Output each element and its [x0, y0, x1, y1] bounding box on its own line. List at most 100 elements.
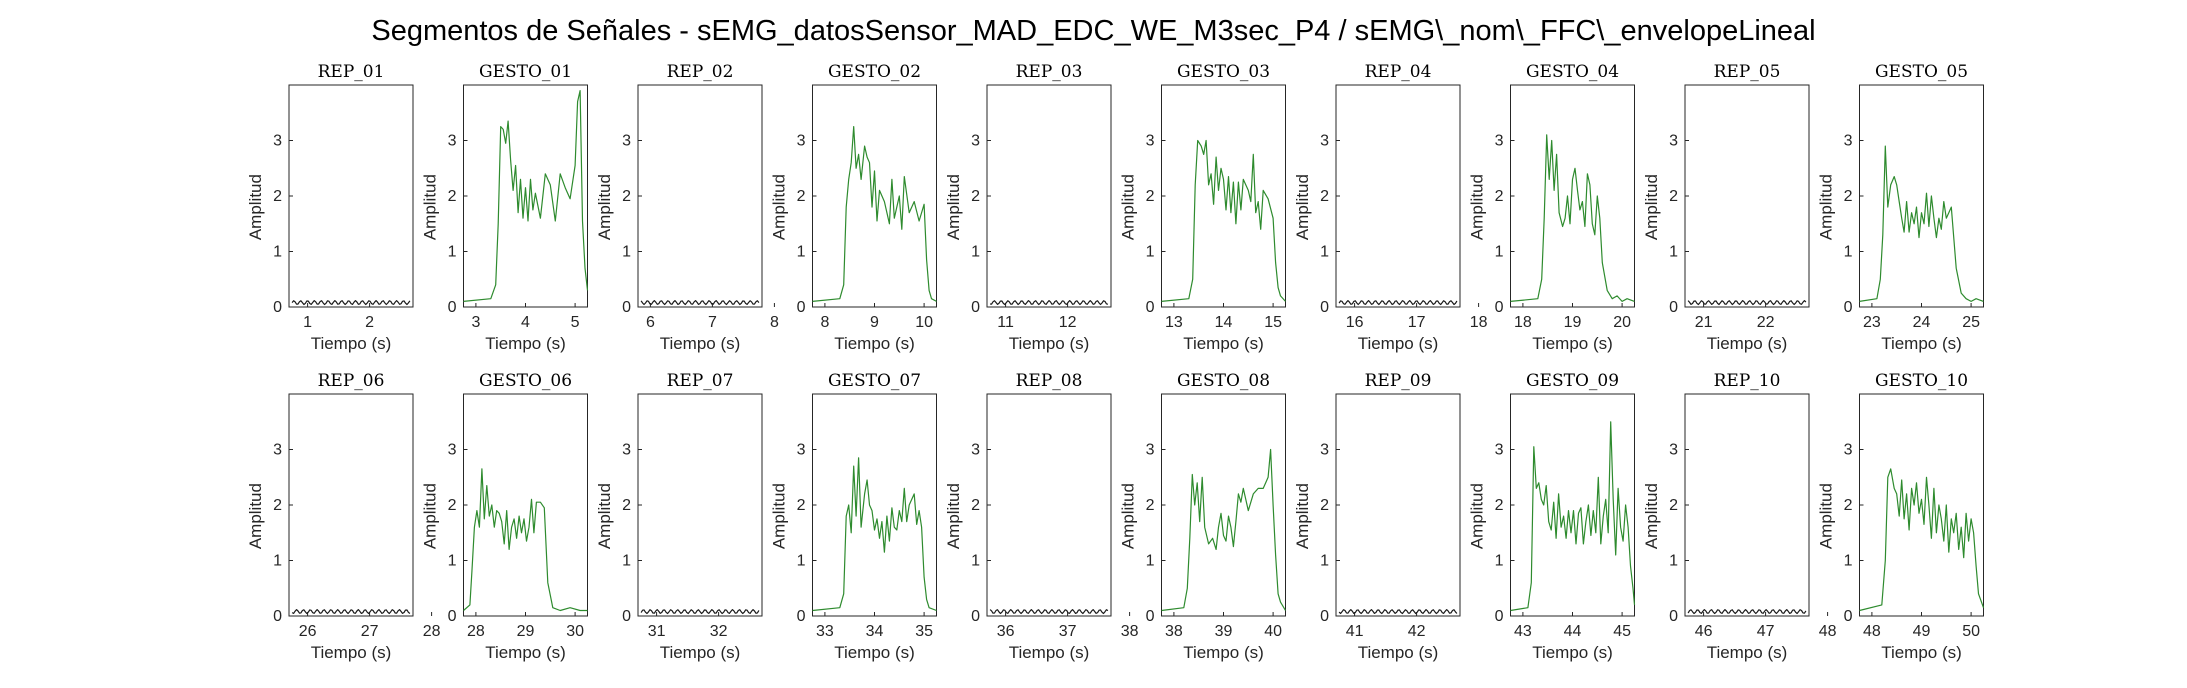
- subplot-10-ytick-label-3: 3: [1844, 133, 1853, 150]
- subplot-14-title: GESTO_07: [828, 371, 921, 391]
- subplot-18-ytick-label-0: 0: [1495, 608, 1504, 625]
- subplot-15-series-rep-line: [989, 608, 1109, 615]
- subplot-19-ytick-label-0: 0: [1669, 608, 1678, 625]
- subplot-14-ylabel: Amplitud: [770, 483, 789, 549]
- subplot-9-ytick-label-3: 3: [1669, 133, 1678, 150]
- subplot-6-xtick-label-1: 14: [1215, 314, 1233, 331]
- subplot-5-series-rep-line: [990, 300, 1109, 306]
- subplot-4-xtick-label-0: 8: [820, 314, 829, 331]
- subplot-2-series-gesto-line: [463, 89, 589, 302]
- subplot-15-ytick-label-0: 0: [971, 608, 980, 625]
- subplot-17-xlabel: Tiempo (s): [1358, 643, 1439, 662]
- subplot-17: REP_09 0 1 2 3 41 42 Tiempo (s) Amplitud: [1293, 371, 1461, 662]
- subplot-6-ytick-label-2: 2: [1146, 188, 1155, 205]
- subplot-4-axes-box: [812, 84, 937, 308]
- subplot-8-ytick-label-0: 0: [1495, 299, 1504, 316]
- subplot-9-ytick-label-2: 2: [1669, 188, 1678, 205]
- subplot-15-ytick-label-2: 2: [971, 497, 980, 514]
- subplot-11-ytick-label-3: 3: [273, 442, 282, 459]
- subplot-8-ytick-label-3: 3: [1495, 133, 1504, 150]
- subplot-5-xtick-label-1: 12: [1059, 314, 1077, 331]
- subplot-5-xtick-label-0: 11: [997, 314, 1014, 331]
- subplot-13-axes-box: [637, 393, 763, 617]
- subplot-15-axes-box: [986, 393, 1112, 617]
- subplot-10-xlabel: Tiempo (s): [1881, 334, 1962, 353]
- subplot-2-ylabel: Amplitud: [421, 174, 440, 240]
- subplot-2-xtick-label-2: 5: [571, 314, 580, 331]
- subplot-15-ytick-label-3: 3: [971, 442, 980, 459]
- subplot-14-xtick-label-0: 33: [816, 623, 834, 640]
- subplot-10-ytick-label-0: 0: [1844, 299, 1853, 316]
- subplot-3-ylabel: Amplitud: [595, 174, 614, 240]
- subplot-14-axes-box: [812, 393, 937, 617]
- subplot-5-ytick-label-1: 1: [971, 244, 980, 261]
- subplot-8-xlabel: Tiempo (s): [1532, 334, 1613, 353]
- subplot-9-ytick-label-1: 1: [1669, 244, 1678, 261]
- subplot-17-axes-box: [1335, 393, 1461, 617]
- subplot-12-ylabel: Amplitud: [421, 483, 440, 549]
- subplot-20-xtick-label-0: 48: [1863, 623, 1881, 640]
- subplot-4-series-gesto-line: [812, 125, 937, 302]
- subplot-13-ytick-label-1: 1: [622, 553, 631, 570]
- subplot-15-ytick-label-1: 1: [971, 553, 980, 570]
- subplot-14-ytick-label-3: 3: [797, 442, 806, 459]
- subplot-1-ylabel: Amplitud: [246, 174, 265, 240]
- subplot-10-ytick-label-2: 2: [1844, 188, 1853, 205]
- subplot-11-xtick-label-1: 27: [361, 623, 379, 640]
- subplot-7-xtick-label-0: 16: [1346, 314, 1364, 331]
- subplot-2-ytick-label-2: 2: [448, 188, 457, 205]
- subplot-19-series-rep-line: [1687, 608, 1807, 615]
- subplot-2-ytick-label-1: 1: [448, 244, 457, 261]
- subplot-7-ylabel: Amplitud: [1293, 174, 1312, 240]
- subplot-7-ytick-label-0: 0: [1320, 299, 1329, 316]
- subplot-15-ylabel: Amplitud: [944, 483, 963, 549]
- subplot-3-xtick-label-1: 7: [708, 314, 717, 331]
- subplot-9-axes-box: [1684, 84, 1810, 308]
- subplot-7-ytick-label-1: 1: [1320, 244, 1329, 261]
- subplot-9-title: REP_05: [1714, 62, 1781, 82]
- subplot-19-xtick-label-0: 46: [1695, 623, 1713, 640]
- subplot-19-xtick-label-1: 47: [1757, 623, 1775, 640]
- subplot-5-xlabel: Tiempo (s): [1009, 334, 1090, 353]
- subplot-18-title: GESTO_09: [1526, 371, 1619, 391]
- subplot-2-ytick-label-3: 3: [448, 133, 457, 150]
- subplot-8-ylabel: Amplitud: [1468, 174, 1487, 240]
- subplot-12-ytick-label-0: 0: [448, 608, 457, 625]
- subplot-16-axes-box: [1161, 393, 1286, 617]
- subplot-8-xtick-label-2: 20: [1613, 314, 1631, 331]
- subplot-15-title: REP_08: [1016, 371, 1083, 391]
- subplot-5-ylabel: Amplitud: [944, 174, 963, 240]
- subplot-11-series-rep-line: [291, 608, 411, 615]
- subplot-20-ytick-label-2: 2: [1844, 497, 1853, 514]
- subplot-10-xtick-label-1: 24: [1913, 314, 1931, 331]
- subplot-15-xtick-label-2: 38: [1121, 623, 1139, 640]
- subplot-3-xtick-label-0: 6: [646, 314, 655, 331]
- subplot-18-ytick-label-3: 3: [1495, 442, 1504, 459]
- subplot-12-axes-box: [463, 393, 588, 617]
- subplot-16-xtick-label-1: 39: [1215, 623, 1233, 640]
- subplot-19-title: REP_10: [1714, 371, 1781, 391]
- subplot-3-ytick-label-3: 3: [622, 133, 631, 150]
- subplot-12-ytick-label-2: 2: [448, 497, 457, 514]
- subplot-19: REP_10 0 1 2 3 46 47 48 Tiempo (s) Amplitud: [1642, 371, 1837, 662]
- subplot-6-series-gesto-line: [1161, 139, 1286, 302]
- subplot-1-ytick-label-2: 2: [273, 188, 282, 205]
- subplot-10-xtick-label-2: 25: [1962, 314, 1980, 331]
- subplot-5-ytick-label-2: 2: [971, 188, 980, 205]
- subplot-18-series-gesto-line: [1510, 421, 1636, 612]
- subplot-17-series-rep-line: [1338, 608, 1458, 615]
- subplot-8-title: GESTO_04: [1526, 62, 1619, 82]
- subplot-1-axes-box: [288, 84, 414, 308]
- subplot-15-xlabel: Tiempo (s): [1009, 643, 1090, 662]
- subplot-2-ytick-label-0: 0: [448, 299, 457, 316]
- subplot-12-xlabel: Tiempo (s): [485, 643, 566, 662]
- subplot-14-xtick-label-2: 35: [915, 623, 933, 640]
- subplot-1-xlabel: Tiempo (s): [311, 334, 392, 353]
- subplot-17-xtick-label-1: 42: [1408, 623, 1426, 640]
